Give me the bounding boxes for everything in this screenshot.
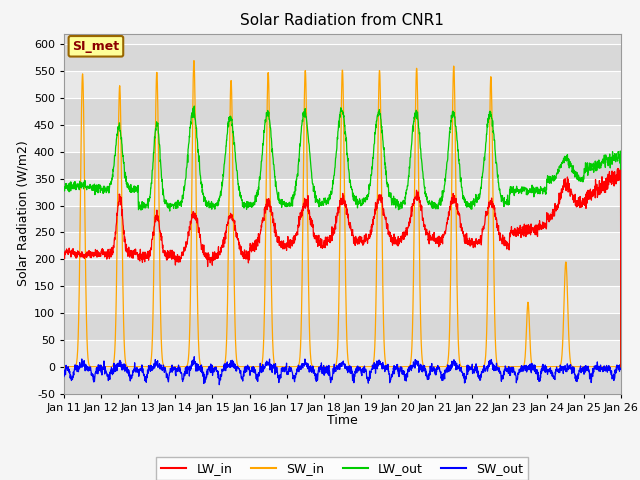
Bar: [64, 232, 621, 259]
Bar: [64, 313, 621, 340]
Bar: [64, 152, 621, 179]
Bar: [64, 125, 621, 152]
Bar: [64, 179, 621, 205]
Bar: [64, 367, 621, 394]
Bar: [64, 340, 621, 367]
Legend: LW_in, SW_in, LW_out, SW_out: LW_in, SW_in, LW_out, SW_out: [156, 457, 529, 480]
Text: SI_met: SI_met: [72, 40, 120, 53]
Y-axis label: Solar Radiation (W/m2): Solar Radiation (W/m2): [17, 141, 29, 287]
Bar: [64, 71, 621, 98]
Bar: [64, 44, 621, 71]
Bar: [64, 286, 621, 313]
X-axis label: Time: Time: [327, 414, 358, 427]
Bar: [64, 98, 621, 125]
Bar: [64, 259, 621, 286]
Bar: [64, 205, 621, 232]
Title: Solar Radiation from CNR1: Solar Radiation from CNR1: [241, 13, 444, 28]
